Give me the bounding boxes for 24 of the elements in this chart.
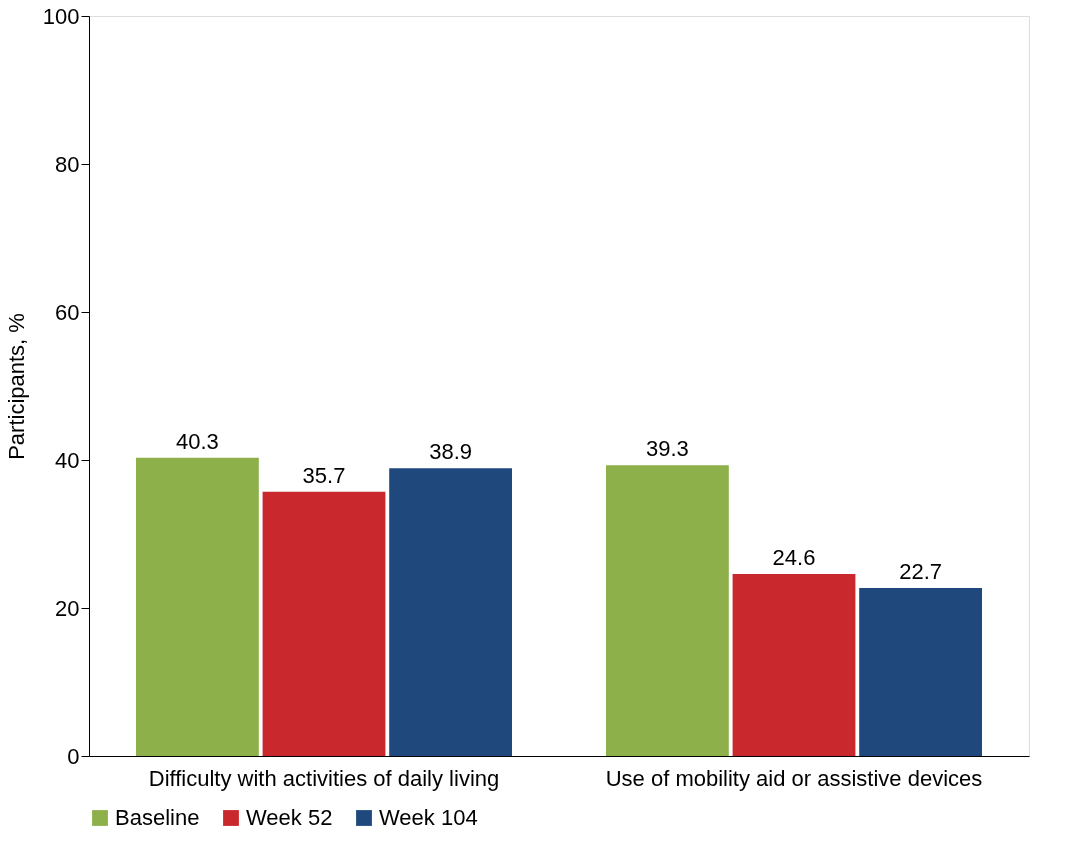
legend-label: Baseline xyxy=(115,805,200,830)
legend-label: Week 52 xyxy=(246,805,333,830)
data-label: 22.7 xyxy=(899,559,943,585)
y-tick-label: 60 xyxy=(55,299,80,325)
y-tick-label: 40 xyxy=(55,447,80,473)
data-label: 38.9 xyxy=(429,439,473,465)
x-tick-label: Use of mobility aid or assistive devices xyxy=(605,765,983,791)
data-label: 39.3 xyxy=(645,436,689,462)
y-tick-label: 80 xyxy=(55,151,80,177)
legend-label: Week 104 xyxy=(379,805,478,830)
bar xyxy=(732,573,856,756)
bar xyxy=(606,465,729,756)
bar xyxy=(389,468,512,756)
y-axis-title: Participants, % xyxy=(3,313,29,460)
bar xyxy=(136,457,259,756)
x-tick-label: Difficulty with activities of daily living xyxy=(148,765,500,791)
bar xyxy=(859,588,982,756)
y-tick-label: 0 xyxy=(67,743,80,769)
y-tick-label: 100 xyxy=(42,3,80,29)
data-label: 40.3 xyxy=(175,428,219,454)
data-label: 24.6 xyxy=(772,544,816,570)
data-label: 35.7 xyxy=(302,462,346,488)
bar xyxy=(262,491,386,756)
y-tick-label: 20 xyxy=(55,595,80,621)
